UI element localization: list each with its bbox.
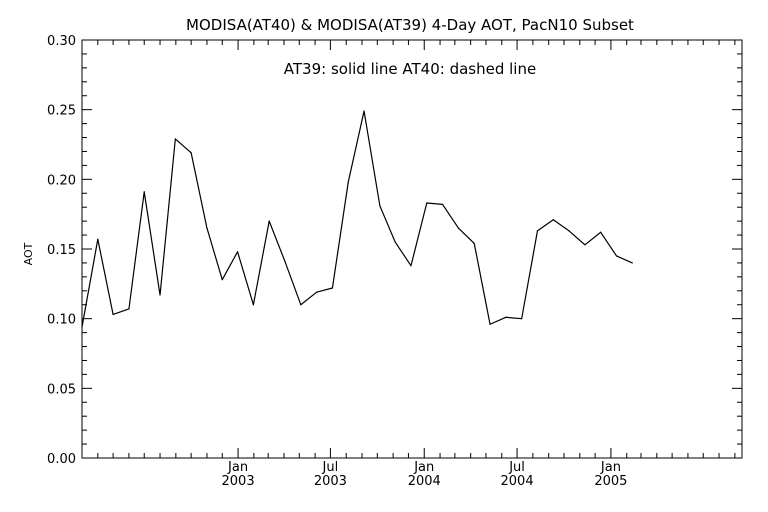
data-point-at39	[97, 238, 99, 240]
data-point-at39	[268, 220, 270, 222]
x-tick-year-label: 2004	[408, 474, 441, 489]
data-point-at39	[300, 304, 302, 306]
data-point-at39	[600, 231, 602, 233]
data-point-at39	[316, 291, 318, 293]
data-point-at39	[489, 323, 491, 325]
x-tick-month-label: Jul	[322, 460, 339, 475]
data-point-at39	[284, 260, 286, 263]
data-point-at39	[143, 191, 145, 193]
y-tick-label: 0.25	[47, 104, 76, 119]
data-point-at39	[552, 219, 554, 221]
data-point-at39	[174, 138, 176, 140]
y-tick-label: 0.10	[47, 313, 76, 328]
data-point-at39	[159, 294, 161, 296]
data-point-at39	[615, 255, 618, 257]
x-tick-year-label: 2004	[501, 474, 534, 489]
data-point-at39	[112, 313, 114, 316]
line-style-annotation: AT39: solid line AT40: dashed line	[284, 60, 536, 78]
data-point-at39	[536, 230, 539, 232]
data-point-at39	[206, 227, 208, 229]
data-point-at39	[236, 251, 239, 253]
data-point-at39	[457, 227, 460, 229]
data-point-at39	[568, 230, 570, 232]
data-point-at39	[252, 304, 254, 306]
data-point-at39	[426, 202, 428, 204]
data-point-at39	[221, 279, 223, 281]
y-tick-label: 0.15	[47, 243, 76, 258]
data-point-at39	[505, 316, 507, 318]
series-layer	[81, 110, 633, 328]
data-point-at39	[410, 265, 412, 267]
y-tick-label: 0.00	[47, 452, 76, 467]
data-point-at39	[331, 287, 334, 289]
x-tick-month-label: Jan	[600, 460, 621, 475]
data-point-at39	[128, 308, 130, 310]
data-point-at39	[442, 203, 444, 206]
x-tick-month-label: Jan	[227, 460, 248, 475]
y-axis: 0.00 0.05 0.10 0.15 0.20 0.25 0.30	[47, 34, 742, 467]
data-point-at39	[81, 326, 83, 328]
data-point-at39	[394, 241, 396, 243]
y-tick-label: 0.05	[47, 382, 76, 397]
chart-title: MODISA(AT40) & MODISA(AT39) 4-Day AOT, P…	[186, 16, 634, 34]
x-tick-year-label: 2003	[222, 474, 255, 489]
data-point-at39	[521, 318, 523, 320]
x-tick-year-label: 2005	[594, 474, 627, 489]
data-point-at39	[584, 244, 586, 246]
y-tick-label: 0.30	[47, 34, 76, 49]
x-tick-month-label: Jan	[413, 460, 434, 475]
data-point-at39	[379, 205, 381, 207]
x-tick-year-label: 2003	[314, 474, 347, 489]
x-tick-month-label: Jul	[508, 460, 525, 475]
data-point-at39	[190, 152, 192, 154]
y-axis-label: AOT	[22, 242, 35, 265]
data-point-at39	[347, 181, 349, 183]
data-point-at39	[473, 242, 475, 245]
data-point-at39	[631, 262, 633, 264]
data-point-at39	[363, 110, 365, 112]
series-line-at39	[81, 110, 633, 328]
y-tick-label: 0.20	[47, 173, 76, 188]
plot-area-frame	[81, 39, 743, 459]
